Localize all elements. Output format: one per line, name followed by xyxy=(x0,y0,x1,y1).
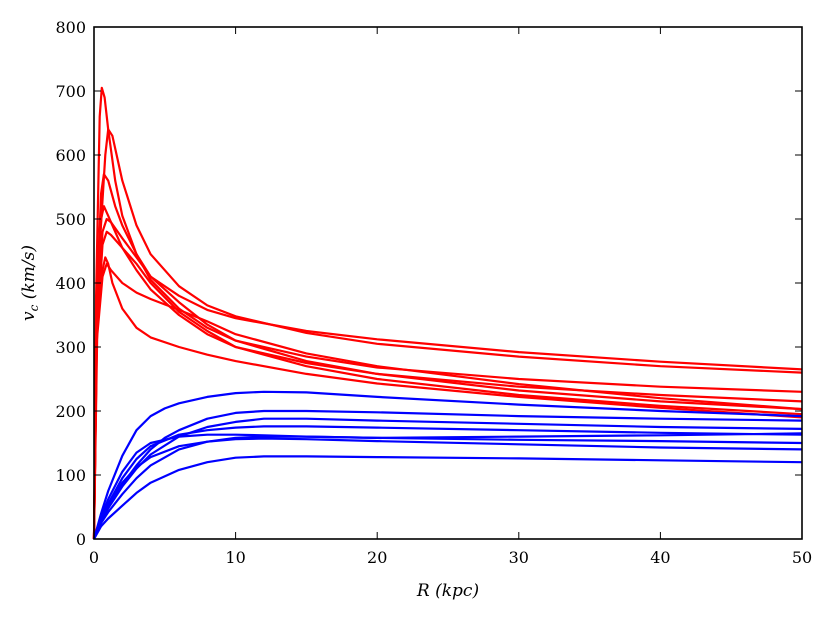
x-tick-label: 50 xyxy=(792,548,812,567)
curve-blue-16 xyxy=(93,455,803,540)
y-axis-label-main: v xyxy=(19,311,39,321)
curve-blue-12 xyxy=(92,425,803,540)
curve-red-8 xyxy=(92,262,803,540)
curve-blue-11 xyxy=(92,417,803,540)
y-tick-label: 200 xyxy=(55,402,86,421)
y-tick-label: 100 xyxy=(55,466,86,485)
x-tick-label: 20 xyxy=(367,548,387,567)
x-tick-label: 40 xyxy=(650,548,670,567)
plot-frame xyxy=(93,26,803,540)
curve-red-2 xyxy=(92,128,803,540)
x-tick-label: 0 xyxy=(89,548,99,567)
y-tick-label: 800 xyxy=(55,18,86,37)
curve-red-3 xyxy=(92,173,803,540)
curve-blue-9 xyxy=(92,390,803,540)
y-axis-label-rest: (km/s) xyxy=(19,245,39,305)
y-tick-label: 700 xyxy=(55,82,86,101)
y-tick-label: 400 xyxy=(55,274,86,293)
curve-red-5 xyxy=(92,217,803,540)
y-tick-label: 0 xyxy=(76,530,86,549)
curve-red-7 xyxy=(92,256,803,540)
y-tick-label: 600 xyxy=(55,146,86,165)
curve-blue-15 xyxy=(92,437,803,540)
curve-blue-13 xyxy=(92,433,803,540)
curve-blue-14 xyxy=(92,432,803,540)
y-tick-label: 300 xyxy=(55,338,86,357)
x-tick-label: 30 xyxy=(509,548,529,567)
curve-red-4 xyxy=(92,205,803,540)
y-axis-label: vc (km/s) xyxy=(19,245,41,321)
x-tick-label: 10 xyxy=(225,548,245,567)
curve-red-1 xyxy=(92,86,803,540)
x-axis-label: R (kpc) xyxy=(416,581,479,601)
y-tick-label: 500 xyxy=(55,210,86,229)
y-axis-label-sub: c xyxy=(27,304,41,311)
curve-series-group xyxy=(92,86,803,540)
curve-red-6 xyxy=(92,230,803,540)
